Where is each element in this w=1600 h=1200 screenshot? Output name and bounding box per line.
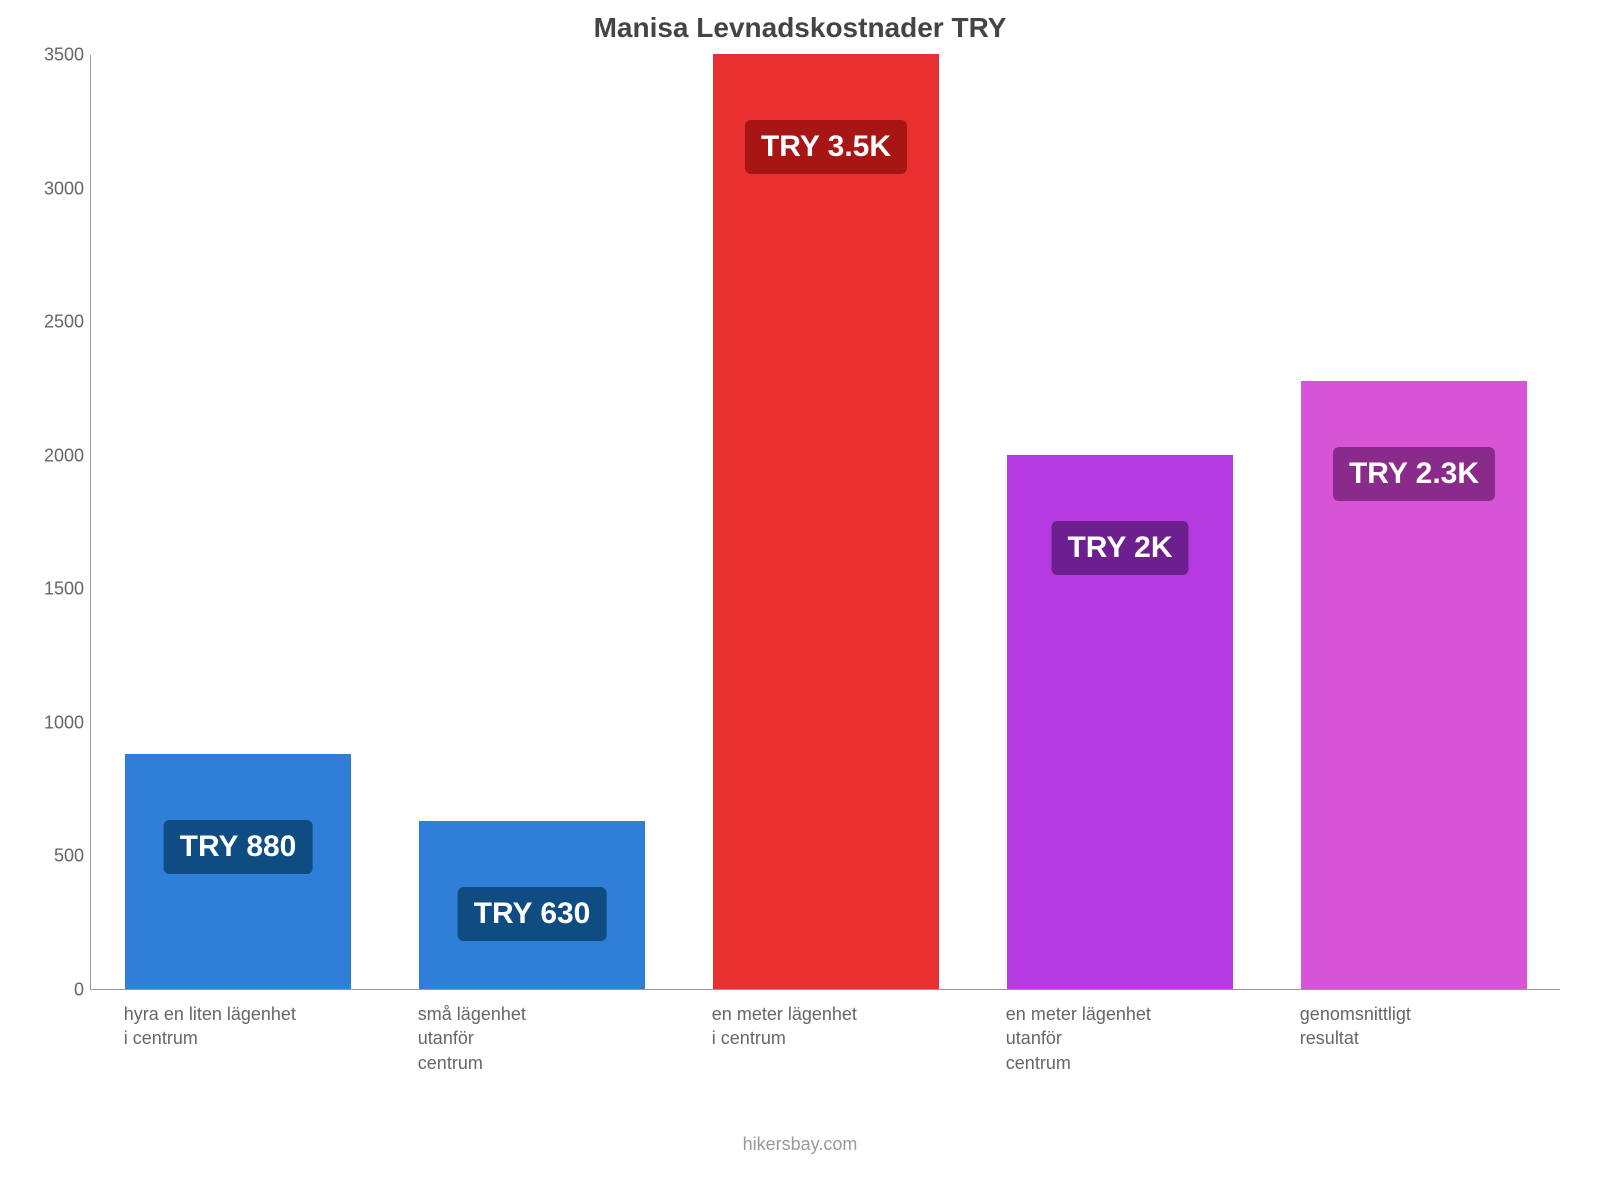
plot-area: TRY 880 TRY 630 TRY 3.5K TRY 2K TRY 2.3K <box>90 55 1560 990</box>
x-axis-label: små lägenhetutanförcentrum <box>418 1002 644 1075</box>
y-tick-label: 1000 <box>4 712 84 733</box>
y-tick-label: 2000 <box>4 445 84 466</box>
credit-text: hikersbay.com <box>0 1134 1600 1155</box>
value-badge: TRY 3.5K <box>745 120 907 174</box>
bar <box>713 54 939 989</box>
x-axis-label: en meter lägenheti centrum <box>712 1002 938 1051</box>
x-axis-label: genomsnittligtresultat <box>1300 1002 1526 1051</box>
y-tick-label: 3000 <box>4 178 84 199</box>
value-badge: TRY 630 <box>458 887 607 941</box>
value-badge: TRY 880 <box>164 820 313 874</box>
y-tick-label: 0 <box>4 980 84 1001</box>
value-badge: TRY 2.3K <box>1333 447 1495 501</box>
chart-title: Manisa Levnadskostnader TRY <box>0 12 1600 44</box>
x-axis-label: hyra en liten lägenheti centrum <box>124 1002 350 1051</box>
x-axis-label: en meter lägenhetutanförcentrum <box>1006 1002 1232 1075</box>
y-tick-label: 500 <box>4 846 84 867</box>
y-tick-label: 2500 <box>4 312 84 333</box>
y-tick-label: 3500 <box>4 45 84 66</box>
chart-container: Manisa Levnadskostnader TRY 0 500 1000 1500… <box>0 0 1600 1200</box>
value-badge: TRY 2K <box>1051 521 1188 575</box>
y-tick-label: 1500 <box>4 579 84 600</box>
